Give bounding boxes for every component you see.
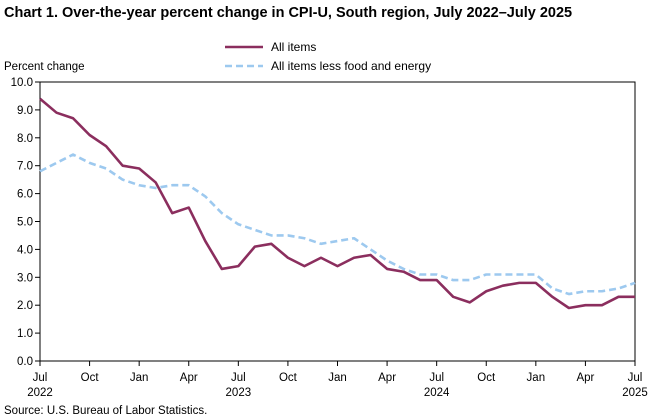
x-tick-label: Apr xyxy=(180,372,198,384)
chart-title: Chart 1. Over-the-year percent change in… xyxy=(4,5,572,21)
x-axis: Jul 2022 Oct Jan Apr Jul 2023 Oct Jan Apr Jul 2024 O… xyxy=(27,361,648,399)
x-tick-label: Jul xyxy=(33,372,48,384)
y-tick-label: 5.0 xyxy=(17,217,33,229)
x-tick-year-label: 2024 xyxy=(424,387,450,399)
y-tick-label: 3.0 xyxy=(17,272,33,284)
source-note: Source: U.S. Bureau of Labor Statistics. xyxy=(4,405,207,417)
series-line-all-items-less-food-energy xyxy=(39,153,636,296)
x-tick-label: Jul xyxy=(429,372,444,384)
x-tick-label: Oct xyxy=(279,372,298,384)
plot-area xyxy=(39,81,636,362)
y-axis: 0.0 1.0 2.0 3.0 4.0 5.0 6.0 7.0 8.0 9.0 10.0 xyxy=(11,77,40,368)
x-tick-year-label: 2022 xyxy=(27,387,53,399)
y-tick-label: 8.0 xyxy=(17,133,33,145)
x-tick-label: Apr xyxy=(378,372,396,384)
y-tick-label: 7.0 xyxy=(17,161,33,173)
legend-entry-label: All items xyxy=(271,40,316,54)
x-tick-label: Jul xyxy=(231,372,246,384)
series-layer xyxy=(39,97,636,310)
x-tick-label: Jan xyxy=(328,372,347,384)
x-tick-year-label: 2023 xyxy=(226,387,252,399)
x-tick-label: Oct xyxy=(81,372,100,384)
x-tick-label: Oct xyxy=(477,372,496,384)
y-tick-label: 2.0 xyxy=(17,300,33,312)
y-tick-label: 6.0 xyxy=(17,189,33,201)
legend-entry-label: All items less food and energy xyxy=(271,59,431,73)
x-tick-label: Jan xyxy=(527,372,546,384)
y-tick-label: 10.0 xyxy=(11,77,33,89)
y-axis-label: Percent change xyxy=(4,61,85,73)
y-tick-label: 4.0 xyxy=(17,244,33,256)
series-line-all-items xyxy=(39,97,635,310)
y-tick-label: 1.0 xyxy=(17,328,33,340)
x-tick-label: Jan xyxy=(130,372,149,384)
legend: All items All items less food and energy xyxy=(225,40,431,73)
x-tick-year-label: 2025 xyxy=(622,387,648,399)
x-tick-label: Apr xyxy=(576,372,594,384)
y-tick-label: 9.0 xyxy=(17,105,33,117)
x-tick-label: Jul xyxy=(628,372,643,384)
y-tick-label: 0.0 xyxy=(17,356,33,368)
